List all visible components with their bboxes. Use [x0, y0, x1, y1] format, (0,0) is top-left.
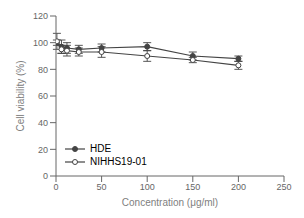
svg-text:120: 120 [33, 11, 48, 21]
html-text:HDE: HDE [90, 143, 112, 154]
svg-text:0: 0 [43, 171, 48, 181]
svg-text:0: 0 [53, 182, 58, 192]
svg-text:200: 200 [231, 182, 246, 192]
svg-text:100: 100 [140, 182, 155, 192]
svg-text:Concentration (μg/ml): Concentration (μg/ml) [122, 197, 218, 208]
svg-text:Cell viability (%): Cell viability (%) [15, 60, 26, 131]
svg-text:40: 40 [38, 118, 48, 128]
svg-text:80: 80 [38, 65, 48, 75]
svg-text:60: 60 [38, 91, 48, 101]
svg-text:250: 250 [276, 182, 291, 192]
svg-text:20: 20 [38, 145, 48, 155]
svg-text:50: 50 [97, 182, 107, 192]
svg-text:150: 150 [185, 182, 200, 192]
svg-text:100: 100 [33, 38, 48, 48]
html-text:NIHHS19-01: NIHHS19-01 [90, 156, 147, 167]
